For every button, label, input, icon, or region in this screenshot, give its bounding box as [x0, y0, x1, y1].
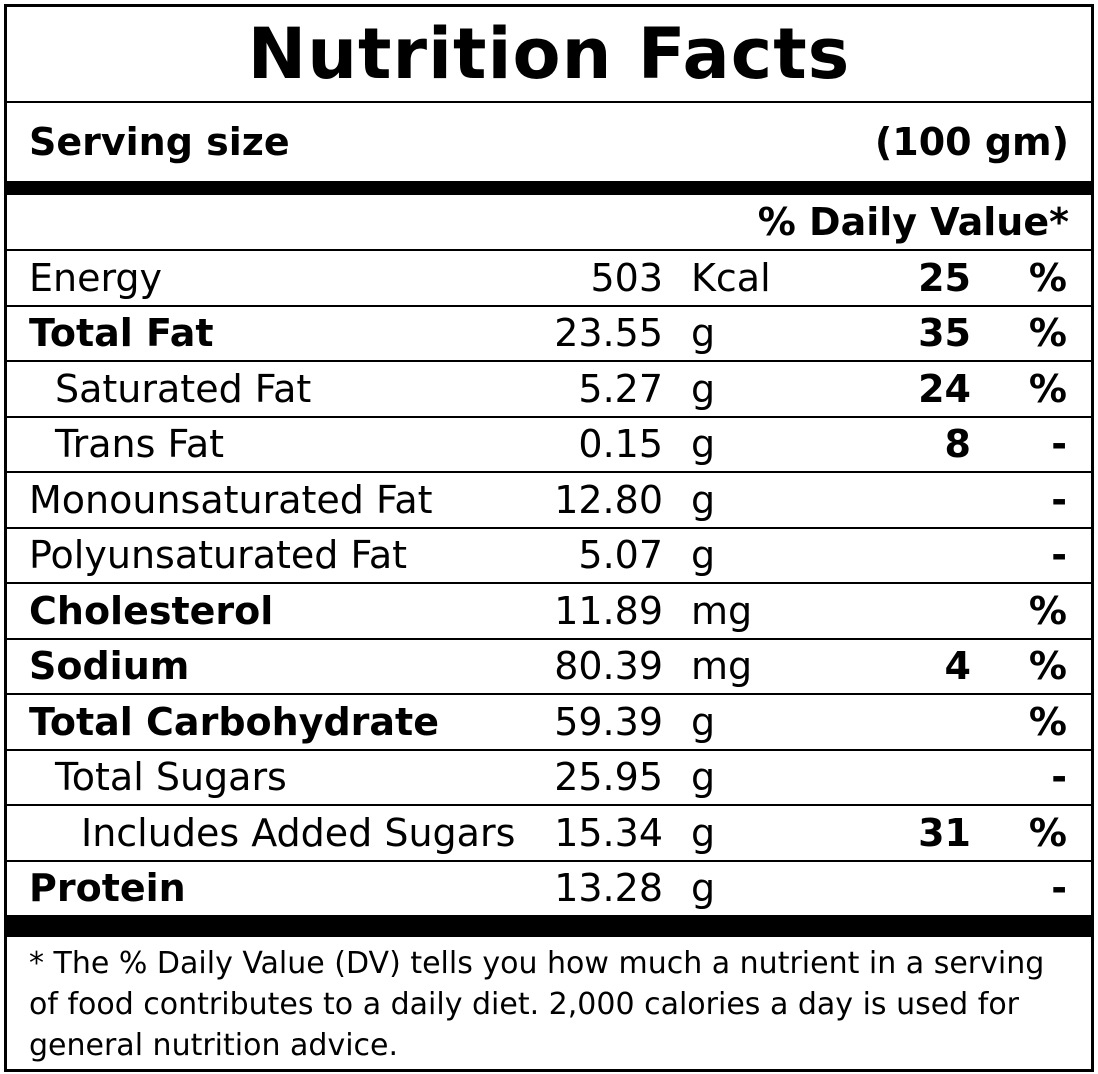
page-title: Nutrition Facts — [7, 7, 1091, 103]
nutrient-unit: g — [691, 422, 716, 467]
serving-size-label: Serving size — [29, 120, 290, 164]
serving-size-row: Serving size (100 gm) — [7, 103, 1091, 181]
daily-value-header: % Daily Value* — [7, 195, 1091, 251]
daily-value-percent: 24 — [918, 366, 971, 411]
nutrient-amount: 13.28 — [554, 866, 663, 911]
nutrient-name: Includes Added Sugars — [81, 810, 516, 855]
nutrient-amount: 0.15 — [578, 422, 663, 467]
nutrient-row-sodium: Sodium 80.39 mg 4 % — [7, 640, 1091, 695]
nutrient-name: Cholesterol — [29, 588, 274, 633]
nutrient-amount: 503 — [590, 255, 663, 300]
daily-value-symbol: % — [1028, 644, 1067, 689]
nutrient-unit: g — [691, 477, 716, 522]
nutrient-name: Sodium — [29, 644, 190, 689]
daily-value-symbol: % — [1028, 311, 1067, 356]
daily-value-percent: 4 — [944, 644, 971, 689]
daily-value-symbol: - — [1051, 866, 1067, 911]
nutrient-row-total-fat: Total Fat 23.55 g 35 % — [7, 307, 1091, 362]
nutrient-table: Energy 503 Kcal 25 % Total Fat 23.55 g 3… — [7, 251, 1091, 915]
daily-value-symbol: % — [1028, 588, 1067, 633]
nutrient-row-energy: Energy 503 Kcal 25 % — [7, 251, 1091, 307]
nutrient-row-monounsaturated-fat: Monounsaturated Fat 12.80 g - — [7, 473, 1091, 529]
nutrient-unit: g — [691, 366, 716, 411]
nutrient-row-polyunsaturated-fat: Polyunsaturated Fat 5.07 g - — [7, 529, 1091, 584]
nutrient-unit: g — [691, 533, 716, 578]
nutrient-unit: Kcal — [691, 255, 771, 300]
daily-value-symbol: - — [1051, 477, 1067, 522]
nutrient-row-saturated-fat: Saturated Fat 5.27 g 24 % — [7, 362, 1091, 418]
nutrient-unit: g — [691, 866, 716, 911]
nutrient-name: Protein — [29, 866, 186, 911]
nutrient-name: Energy — [29, 255, 163, 300]
daily-value-percent: 35 — [918, 311, 971, 356]
daily-value-symbol: - — [1051, 422, 1067, 467]
thick-divider-bottom — [7, 915, 1091, 937]
nutrient-amount: 23.55 — [554, 311, 663, 356]
nutrient-name: Total Fat — [29, 311, 214, 356]
nutrient-row-trans-fat: Trans Fat 0.15 g 8 - — [7, 418, 1091, 473]
daily-value-percent: 31 — [918, 810, 971, 855]
nutrient-amount: 80.39 — [554, 644, 663, 689]
nutrient-amount: 15.34 — [554, 810, 663, 855]
nutrient-amount: 5.27 — [578, 366, 663, 411]
serving-size-value: (100 gm) — [874, 120, 1069, 164]
nutrition-facts-label: Nutrition Facts Serving size (100 gm) % … — [4, 4, 1094, 1072]
nutrient-unit: g — [691, 810, 716, 855]
nutrient-name: Saturated Fat — [55, 366, 312, 411]
nutrient-row-cholesterol: Cholesterol 11.89 mg % — [7, 584, 1091, 640]
daily-value-symbol: % — [1028, 255, 1067, 300]
nutrient-unit: g — [691, 755, 716, 800]
thick-divider — [7, 181, 1091, 195]
nutrient-amount: 59.39 — [554, 699, 663, 744]
nutrient-name: Monounsaturated Fat — [29, 477, 433, 522]
nutrient-name: Total Sugars — [55, 755, 287, 800]
daily-value-percent: 8 — [944, 422, 971, 467]
nutrient-unit: g — [691, 699, 716, 744]
nutrient-row-added-sugars: Includes Added Sugars 15.34 g 31 % — [7, 806, 1091, 862]
nutrient-row-protein: Protein 13.28 g - — [7, 862, 1091, 916]
nutrient-amount: 25.95 — [554, 755, 663, 800]
nutrient-row-total-carbohydrate: Total Carbohydrate 59.39 g % — [7, 695, 1091, 751]
daily-value-symbol: % — [1028, 810, 1067, 855]
daily-value-symbol: % — [1028, 699, 1067, 744]
daily-value-percent: 25 — [918, 255, 971, 300]
nutrient-unit: mg — [691, 644, 753, 689]
nutrient-unit: mg — [691, 588, 753, 633]
nutrient-amount: 12.80 — [554, 477, 663, 522]
nutrient-amount: 11.89 — [554, 588, 663, 633]
daily-value-symbol: - — [1051, 533, 1067, 578]
nutrient-unit: g — [691, 311, 716, 356]
nutrient-name: Trans Fat — [55, 422, 225, 467]
nutrient-row-total-sugars: Total Sugars 25.95 g - — [7, 751, 1091, 806]
nutrient-amount: 5.07 — [578, 533, 663, 578]
nutrient-name: Polyunsaturated Fat — [29, 533, 408, 578]
daily-value-symbol: - — [1051, 755, 1067, 800]
nutrient-name: Total Carbohydrate — [29, 699, 439, 744]
daily-value-symbol: % — [1028, 366, 1067, 411]
footnote: * The % Daily Value (DV) tells you how m… — [29, 946, 1045, 1063]
